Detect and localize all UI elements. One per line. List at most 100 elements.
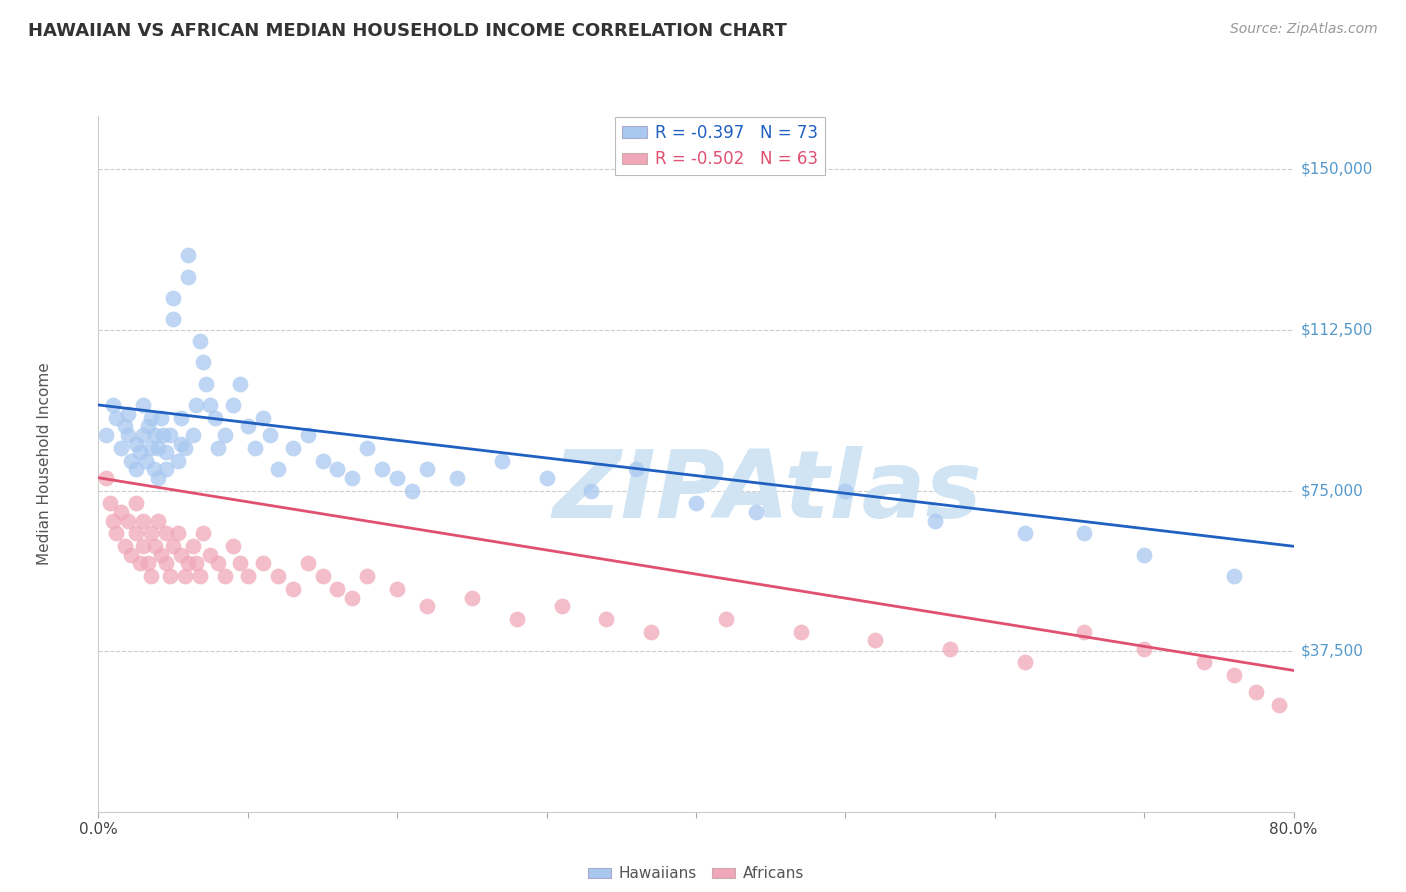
Point <box>129 445 152 459</box>
Point <box>174 569 197 583</box>
Point <box>166 453 188 467</box>
Point <box>550 599 572 614</box>
Point <box>155 557 177 571</box>
Point <box>745 505 768 519</box>
Point <box>181 539 204 553</box>
Point <box>142 462 165 476</box>
Point <box>267 462 290 476</box>
Text: HAWAIIAN VS AFRICAN MEDIAN HOUSEHOLD INCOME CORRELATION CHART: HAWAIIAN VS AFRICAN MEDIAN HOUSEHOLD INC… <box>28 22 787 40</box>
Point <box>342 591 364 605</box>
Point <box>177 248 200 262</box>
Point <box>446 471 468 485</box>
Point <box>155 445 177 459</box>
Point <box>152 428 174 442</box>
Point <box>1014 655 1036 669</box>
Point <box>148 514 170 528</box>
Point <box>1192 655 1215 669</box>
Point <box>155 526 177 541</box>
Point <box>1133 642 1156 657</box>
Point <box>1223 569 1246 583</box>
Point <box>105 526 128 541</box>
Text: Median Household Income: Median Household Income <box>37 362 52 566</box>
Point <box>924 514 946 528</box>
Point <box>125 462 148 476</box>
Point <box>714 612 737 626</box>
Point <box>114 539 136 553</box>
Point <box>200 398 222 412</box>
Point <box>103 514 125 528</box>
Point <box>624 462 647 476</box>
Text: $75,000: $75,000 <box>1301 483 1364 498</box>
Point <box>236 569 259 583</box>
Point <box>132 514 155 528</box>
Point <box>188 334 211 348</box>
Point <box>297 557 319 571</box>
Text: $150,000: $150,000 <box>1301 162 1372 177</box>
Point <box>595 612 617 626</box>
Point <box>139 441 162 455</box>
Point <box>150 410 173 425</box>
Point <box>117 428 139 442</box>
Point <box>159 428 181 442</box>
Point <box>416 462 439 476</box>
Point <box>1073 624 1095 639</box>
Point <box>1244 685 1267 699</box>
Point <box>110 505 132 519</box>
Point <box>98 496 122 510</box>
Point <box>222 398 245 412</box>
Point <box>181 428 204 442</box>
Point <box>311 453 333 467</box>
Point <box>159 569 181 583</box>
Point <box>155 462 177 476</box>
Point <box>506 612 529 626</box>
Point <box>685 496 707 510</box>
Point <box>103 398 125 412</box>
Point <box>1267 698 1289 712</box>
Point <box>132 539 155 553</box>
Point <box>125 526 148 541</box>
Point <box>311 569 333 583</box>
Point <box>356 441 378 455</box>
Point <box>125 496 148 510</box>
Point <box>150 548 173 562</box>
Point <box>207 557 229 571</box>
Point <box>139 526 162 541</box>
Point <box>162 539 184 553</box>
Point <box>184 557 207 571</box>
Point <box>166 526 188 541</box>
Point <box>136 419 159 434</box>
Point <box>105 410 128 425</box>
Point <box>143 539 166 553</box>
Point <box>169 410 191 425</box>
Point <box>326 462 349 476</box>
Point <box>117 407 139 421</box>
Point <box>177 269 200 284</box>
Point <box>94 428 117 442</box>
Point <box>135 453 157 467</box>
Point <box>191 526 214 541</box>
Point <box>132 428 155 442</box>
Point <box>1014 526 1036 541</box>
Point <box>1073 526 1095 541</box>
Text: ZIPAtlas: ZIPAtlas <box>553 446 983 538</box>
Point <box>148 471 170 485</box>
Point <box>229 557 252 571</box>
Point <box>136 557 159 571</box>
Point <box>252 410 274 425</box>
Point <box>416 599 439 614</box>
Point <box>865 633 887 648</box>
Point <box>188 569 211 583</box>
Point <box>401 483 423 498</box>
Text: $112,500: $112,500 <box>1301 323 1372 337</box>
Point <box>281 582 304 596</box>
Point <box>132 398 155 412</box>
Point <box>834 483 856 498</box>
Point <box>174 441 197 455</box>
Point <box>536 471 558 485</box>
Point <box>491 453 513 467</box>
Point <box>385 582 409 596</box>
Point <box>214 428 236 442</box>
Point <box>1133 548 1156 562</box>
Point <box>169 436 191 450</box>
Point <box>204 410 226 425</box>
